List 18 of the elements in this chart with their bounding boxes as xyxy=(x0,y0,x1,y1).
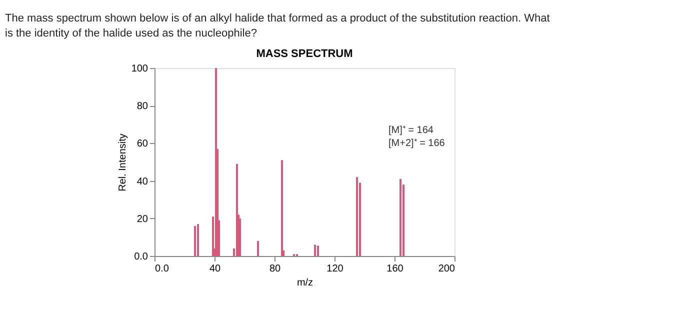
y-tick-label: 80 xyxy=(136,101,148,112)
y-tick-label: 0.0 xyxy=(134,252,148,262)
x-axis-title: m/z xyxy=(296,278,314,288)
chart-title: MASS SPECTRUM xyxy=(256,48,353,60)
text: The mass spectrum shown below is of an alkyl halide that formed as a product of the substitution reaction. What is the identity of the halide used as the nucleophile? xyxy=(5,12,550,40)
y-axis-title: Rel. Intensity xyxy=(117,134,128,192)
annotation: [M+2]⁺ = 166 xyxy=(388,138,446,150)
x-tick-label: 0.0 xyxy=(155,264,170,274)
y-tick-label: 40 xyxy=(136,176,148,188)
x-tick-label: 160 xyxy=(386,264,404,274)
annotation: [M]⁺ = 164 xyxy=(388,125,434,136)
x-tick-label: 200 xyxy=(438,264,456,274)
x-tick-label: 40 xyxy=(209,264,221,274)
y-tick-label: 60 xyxy=(136,138,148,150)
y-tick-label: 20 xyxy=(136,214,148,225)
x-tick-label: 120 xyxy=(326,264,344,274)
y-tick-label: 100 xyxy=(131,64,148,74)
x-tick-label: 80 xyxy=(269,264,281,274)
